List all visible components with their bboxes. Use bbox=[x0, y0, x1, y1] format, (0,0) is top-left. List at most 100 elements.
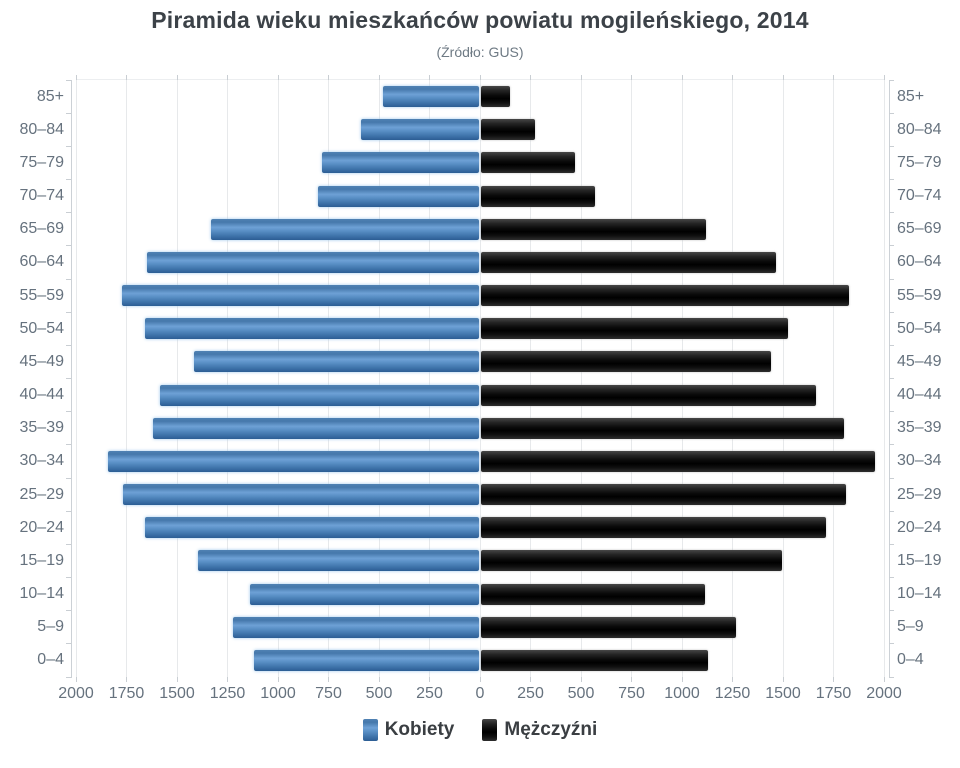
x-axis-label: 500 bbox=[365, 685, 393, 702]
bar-kobiety-25–29 bbox=[123, 484, 479, 506]
x-tick-top bbox=[631, 75, 632, 80]
x-tick-bottom bbox=[328, 677, 329, 682]
x-tick-top bbox=[176, 75, 178, 80]
y-label-left: 40–44 bbox=[19, 386, 65, 404]
chart-title: Piramida wieku mieszkańców powiatu mogil… bbox=[151, 7, 809, 33]
bar-mezczyzni-35–39 bbox=[481, 417, 844, 439]
bar-kobiety-20–24 bbox=[144, 517, 479, 539]
y-tick-left bbox=[66, 643, 71, 645]
x-tick-top bbox=[126, 75, 127, 80]
y-label-left: 5–9 bbox=[37, 618, 64, 636]
bar-kobiety-5–9 bbox=[232, 616, 479, 638]
bar-mezczyzni-85+ bbox=[481, 86, 511, 108]
y-label-left: 55–59 bbox=[19, 286, 65, 304]
bar-mezczyzni-40–44 bbox=[481, 384, 817, 406]
y-label-right: 40–44 bbox=[897, 386, 942, 404]
y-tick-right bbox=[889, 145, 894, 147]
bar-mezczyzni-20–24 bbox=[481, 517, 827, 539]
x-axis-label: 0 bbox=[475, 685, 485, 702]
y-tick-left bbox=[66, 112, 71, 114]
x-gridline bbox=[126, 80, 127, 677]
x-axis-label: 750 bbox=[315, 685, 342, 702]
y-label-left: 50–54 bbox=[19, 319, 65, 337]
y-label-left: 70–74 bbox=[19, 187, 65, 205]
y-tick-right bbox=[889, 378, 894, 379]
x-tick-top bbox=[530, 75, 531, 80]
x-gridline bbox=[277, 80, 279, 677]
bar-mezczyzni-65–69 bbox=[481, 218, 707, 240]
y-label-left: 35–39 bbox=[19, 419, 65, 437]
x-axis-label: 1500 bbox=[765, 685, 801, 702]
y-axis-line-right bbox=[889, 80, 890, 678]
y-tick-right bbox=[889, 543, 894, 545]
x-axis-label: 250 bbox=[416, 685, 443, 702]
bar-mezczyzni-75–79 bbox=[481, 152, 575, 174]
bar-kobiety-40–44 bbox=[159, 384, 479, 406]
bar-mezczyzni-5–9 bbox=[481, 616, 736, 638]
bar-mezczyzni-60–64 bbox=[481, 251, 776, 273]
bar-mezczyzni-15–19 bbox=[481, 550, 782, 572]
y-tick-left bbox=[66, 577, 71, 578]
x-tick-bottom bbox=[782, 677, 784, 682]
y-label-right: 5–9 bbox=[897, 618, 924, 636]
legend-label-kobiety: Kobiety bbox=[384, 719, 455, 740]
bar-kobiety-55–59 bbox=[122, 285, 479, 307]
y-label-right: 0–4 bbox=[897, 651, 924, 669]
x-axis-label: 750 bbox=[618, 685, 645, 702]
y-tick-left bbox=[66, 411, 71, 413]
bar-mezczyzni-55–59 bbox=[481, 285, 849, 307]
x-gridline bbox=[530, 80, 531, 677]
y-tick-left bbox=[66, 676, 71, 678]
mezczyzni-swatch-icon bbox=[482, 719, 498, 741]
x-gridline bbox=[479, 80, 481, 677]
y-tick-left bbox=[66, 145, 71, 147]
x-tick-top bbox=[479, 75, 481, 80]
legend-item-mezczyzni[interactable]: Mężczyźni bbox=[482, 719, 597, 741]
x-tick-bottom bbox=[378, 677, 380, 682]
y-label-left: 30–34 bbox=[19, 452, 65, 470]
x-gridline bbox=[883, 80, 885, 677]
bar-mezczyzni-25–29 bbox=[481, 484, 846, 506]
x-gridline bbox=[631, 80, 632, 677]
x-tick-bottom bbox=[580, 677, 582, 682]
y-axis-line-left bbox=[71, 80, 72, 678]
bar-mezczyzni-30–34 bbox=[481, 450, 875, 472]
y-tick-right bbox=[889, 510, 894, 512]
y-label-left: 0–4 bbox=[37, 651, 64, 669]
x-tick-top bbox=[378, 75, 380, 80]
y-tick-right bbox=[889, 577, 894, 578]
chart-subtitle: (Źródło: GUS) bbox=[436, 44, 524, 60]
y-label-right: 50–54 bbox=[897, 319, 942, 337]
bar-mezczyzni-0–4 bbox=[481, 649, 709, 671]
y-tick-left bbox=[66, 378, 71, 379]
y-label-left: 10–14 bbox=[19, 585, 65, 603]
x-gridline bbox=[227, 80, 228, 677]
bar-kobiety-35–39 bbox=[152, 417, 479, 439]
y-label-right: 85+ bbox=[897, 87, 925, 105]
bar-mezczyzni-10–14 bbox=[481, 583, 706, 605]
kobiety-swatch-icon bbox=[362, 719, 378, 741]
x-tick-bottom bbox=[530, 677, 531, 682]
x-tick-top bbox=[732, 75, 733, 80]
x-axis-label: 1750 bbox=[815, 685, 852, 702]
y-tick-right bbox=[889, 411, 894, 413]
x-tick-top bbox=[75, 75, 77, 80]
x-tick-bottom bbox=[75, 677, 77, 682]
bar-kobiety-45–49 bbox=[194, 351, 479, 373]
x-tick-bottom bbox=[681, 677, 683, 682]
y-label-right: 45–49 bbox=[897, 352, 942, 370]
legend-label-mezczyzni: Mężczyźni bbox=[504, 719, 598, 740]
y-label-left: 75–79 bbox=[19, 153, 65, 171]
bar-kobiety-10–14 bbox=[249, 583, 479, 605]
y-label-right: 10–14 bbox=[897, 585, 942, 603]
x-gridline bbox=[176, 80, 178, 677]
bar-kobiety-30–34 bbox=[108, 450, 479, 472]
legend-item-kobiety[interactable]: Kobiety bbox=[362, 719, 455, 741]
x-tick-top bbox=[580, 75, 582, 80]
x-gridline bbox=[75, 80, 77, 677]
x-axis-label: 1250 bbox=[714, 685, 751, 702]
y-tick-right bbox=[889, 179, 894, 180]
x-axis-label: 1250 bbox=[209, 685, 246, 702]
y-label-right: 80–84 bbox=[897, 120, 942, 138]
y-tick-left bbox=[66, 79, 71, 81]
